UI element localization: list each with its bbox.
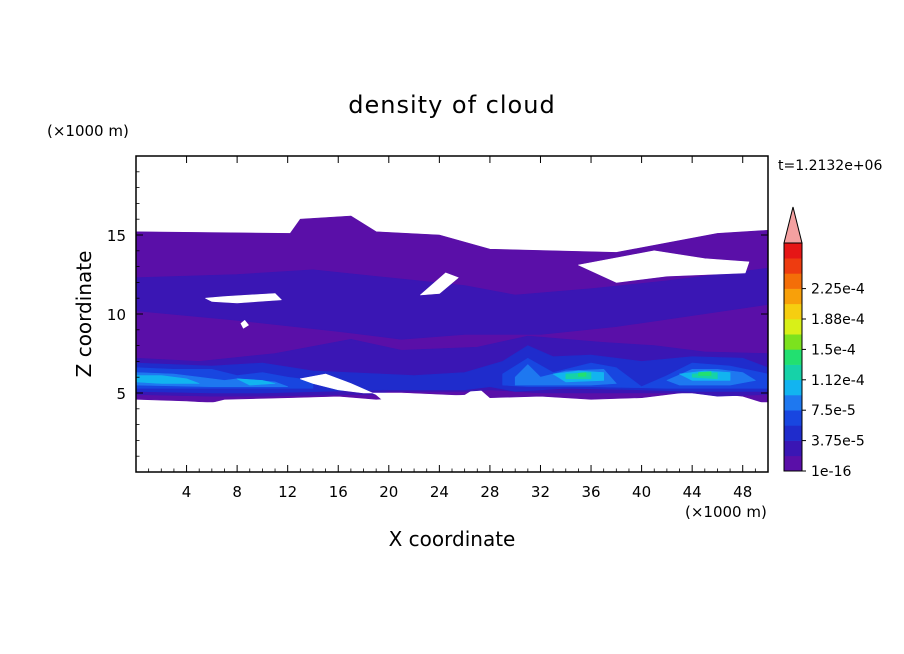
colorbar-swatch <box>784 455 802 472</box>
contour-region-9 <box>136 375 200 384</box>
colorbar-swatch <box>784 319 802 335</box>
colorbar-swatch <box>784 379 802 396</box>
colorbar-label: 1e-16 <box>811 464 851 480</box>
contour-region-1 <box>136 267 768 340</box>
colorbar-swatch <box>784 288 802 305</box>
x-tick-label: 16 <box>329 483 348 501</box>
colorbar-swatch <box>784 258 802 274</box>
contour-region-22 <box>240 319 249 329</box>
x-tick-label: 24 <box>430 483 449 501</box>
x-unit-label: (×1000 m) <box>685 503 767 521</box>
density-contours <box>136 215 768 472</box>
colorbar-frame <box>783 242 803 472</box>
y-tick-label: 15 <box>107 227 126 245</box>
y-tick-label: 5 <box>116 385 126 403</box>
x-tick-label: 36 <box>581 483 600 501</box>
colorbar-swatch <box>784 273 802 289</box>
colorbar-label: 1.88e-4 <box>811 312 865 328</box>
contour-region-17 <box>136 402 768 472</box>
colorbar-label: 2.25e-4 <box>811 282 865 298</box>
chart-title: density of cloud <box>348 91 555 119</box>
colorbar-swatch <box>784 349 802 365</box>
colorbar-swatch <box>784 303 802 320</box>
contour-region-18 <box>299 373 472 410</box>
colorbar-label: 7.5e-5 <box>811 403 856 419</box>
x-tick-label: 28 <box>480 483 499 501</box>
colorbar-label: 1.5e-4 <box>811 342 856 358</box>
contour-region-20 <box>205 293 282 304</box>
contour-region-19 <box>578 250 750 283</box>
colorbar-swatch <box>784 440 802 457</box>
colorbar-label: 3.75e-5 <box>811 434 865 450</box>
y-unit-label: (×1000 m) <box>47 122 129 140</box>
x-tick-label: 48 <box>733 483 752 501</box>
colorbar-swatch <box>784 243 802 259</box>
colorbar-swatch <box>784 395 802 411</box>
colorbar-swatch <box>784 410 802 426</box>
contour-region-10 <box>236 378 276 386</box>
x-tick-label: 40 <box>632 483 651 501</box>
time-label: t=1.2132e+06 <box>778 158 882 174</box>
x-tick-label: 32 <box>531 483 550 501</box>
y-axis-label: Z coordinate <box>72 251 96 378</box>
y-tick-label: 10 <box>107 306 126 324</box>
x-tick-label: 4 <box>182 483 192 501</box>
colorbar-swatch <box>784 364 802 381</box>
colorbar-swatch <box>784 425 802 441</box>
x-tick-label: 8 <box>232 483 242 501</box>
x-tick-label: 20 <box>379 483 398 501</box>
contour-region-21 <box>420 272 459 296</box>
x-tick-label: 12 <box>278 483 297 501</box>
colorbar: 1e-16 3.75e-5 7.5e-5 1.12e-4 1.5e-4 1.88e-4 2.… <box>783 206 865 480</box>
colorbar-label: 1.12e-4 <box>811 373 865 389</box>
x-tick-label: 44 <box>683 483 702 501</box>
contour-region-16 <box>698 371 712 376</box>
x-axis-label: X coordinate <box>389 527 516 551</box>
contour-region-15 <box>578 372 587 377</box>
colorbar-swatch <box>784 334 802 350</box>
x-axis: 4 8 12 16 20 24 28 32 36 40 44 48 <box>148 156 756 501</box>
colorbar-extend-arrow <box>783 206 803 244</box>
y-axis: 5 10 15 <box>107 171 768 457</box>
